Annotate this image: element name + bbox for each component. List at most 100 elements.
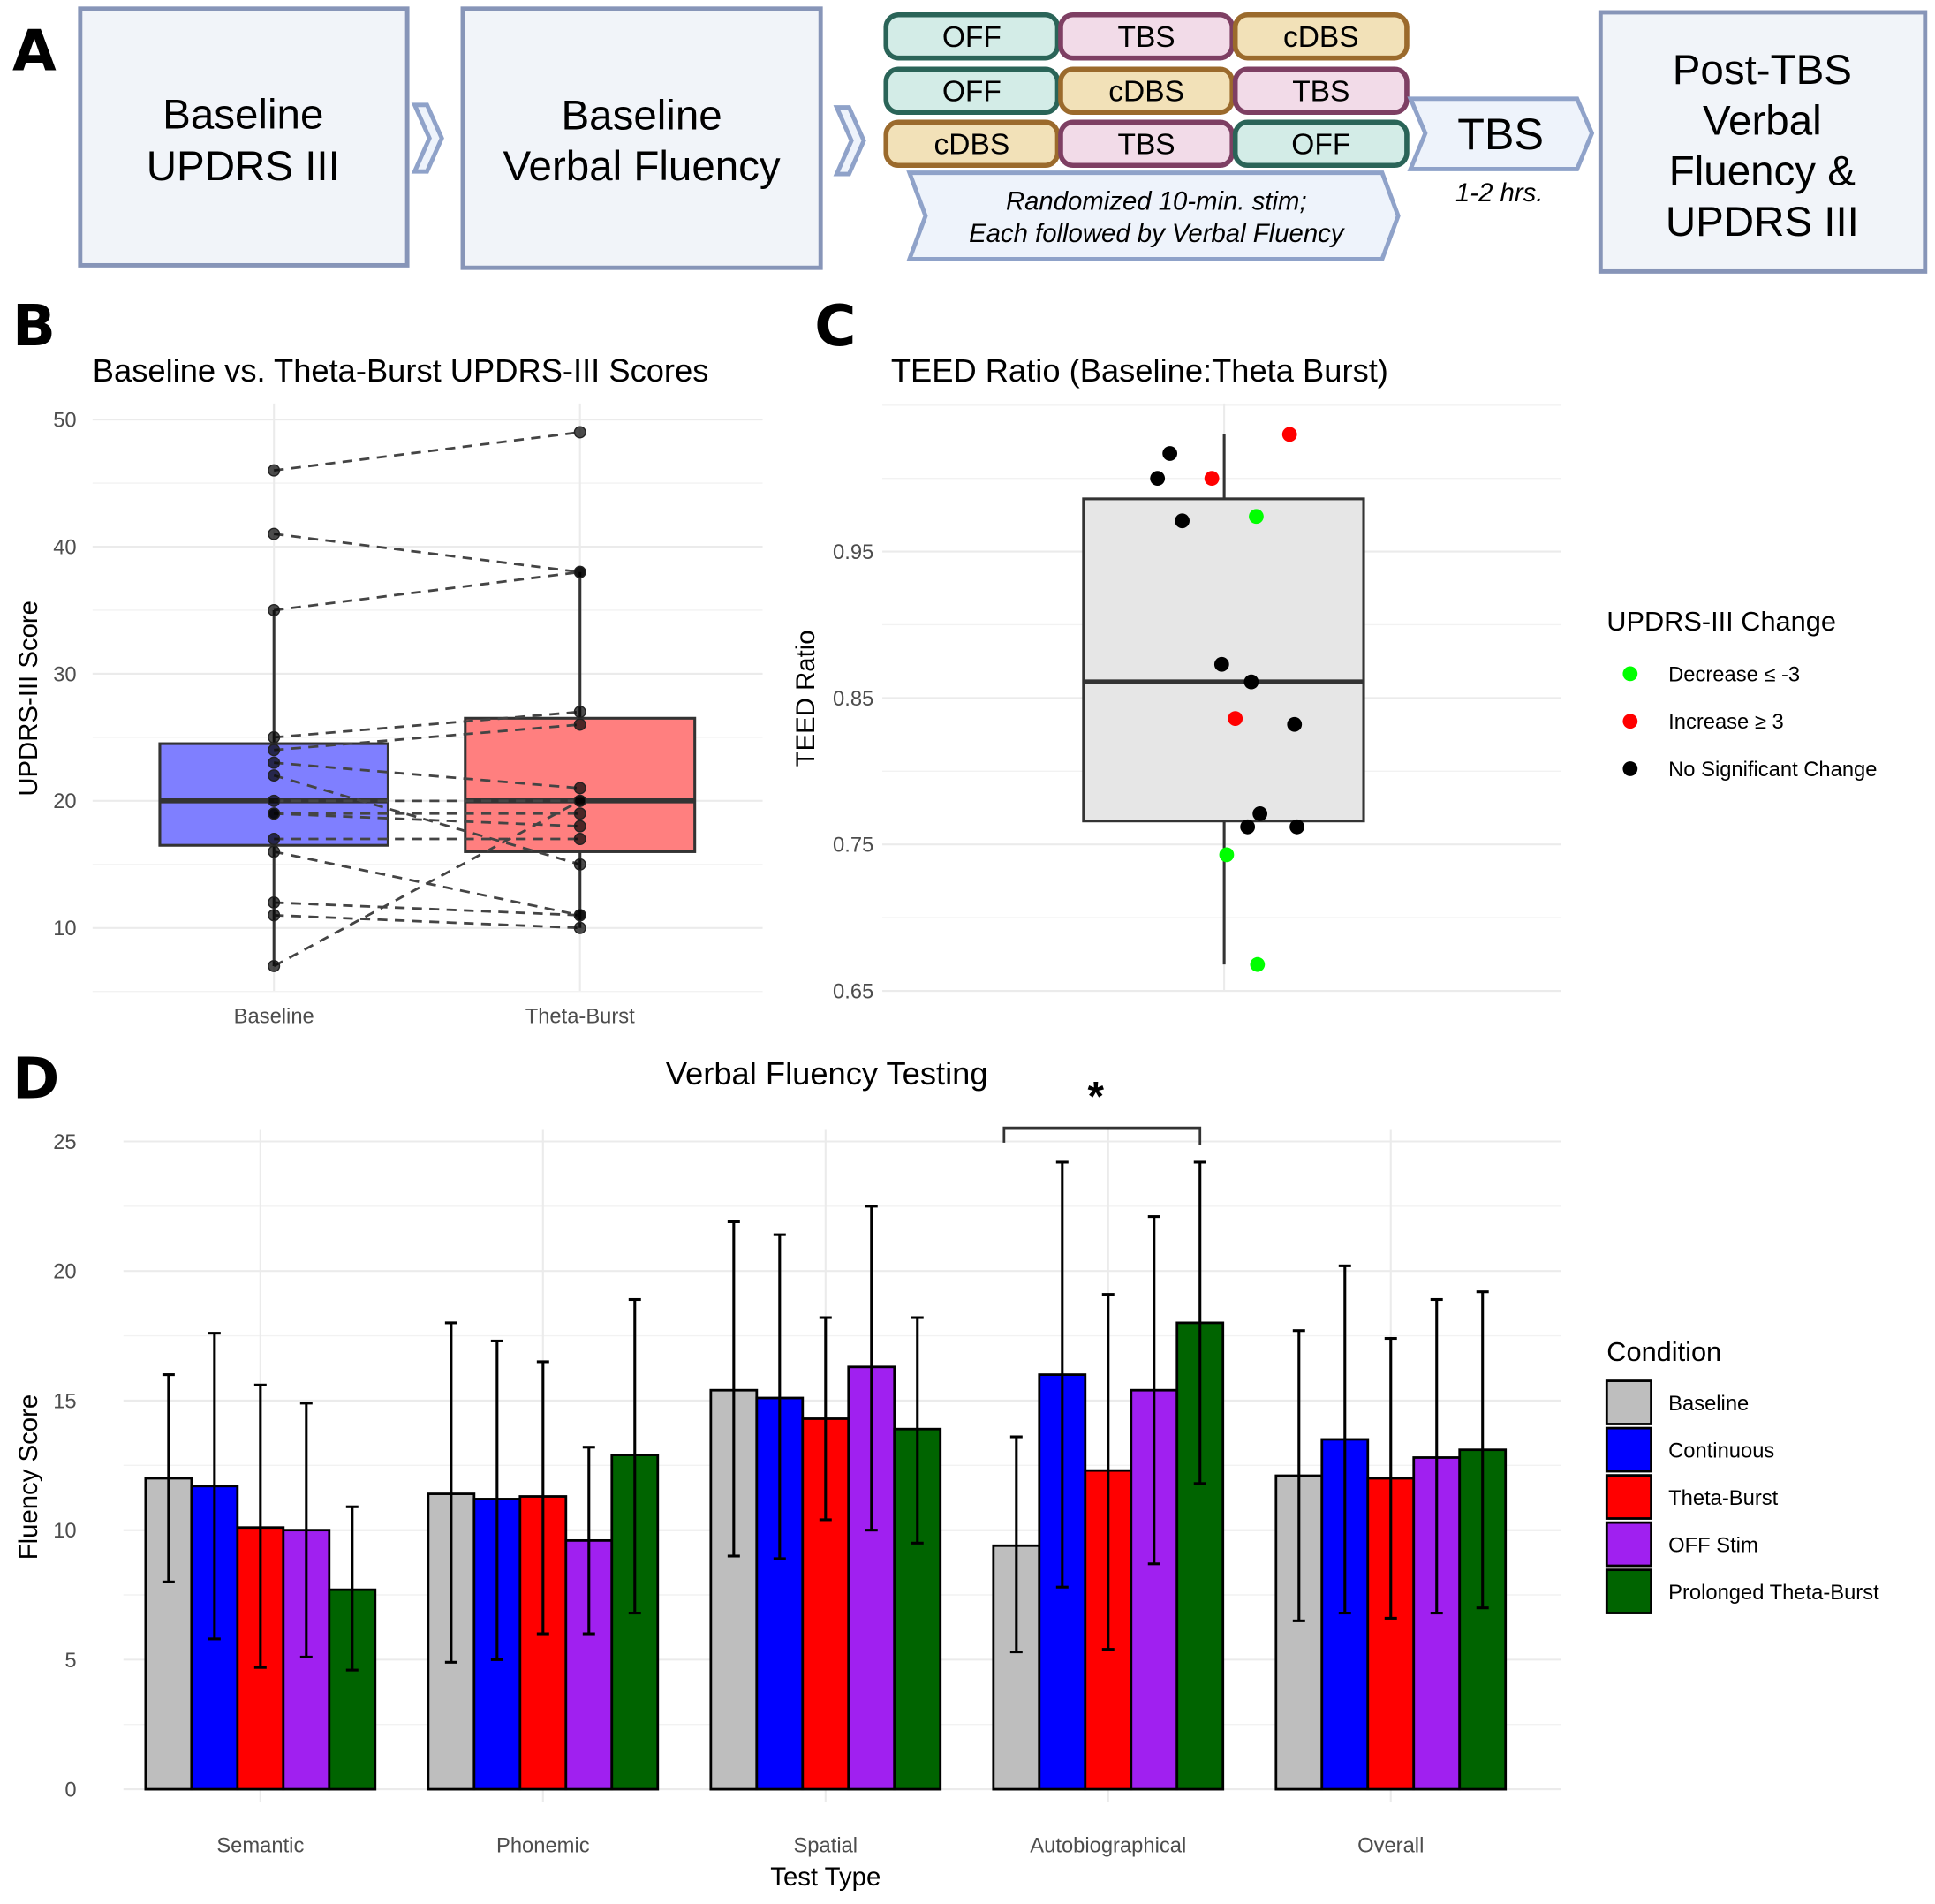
chart-d-title: Verbal Fluency Testing <box>666 1055 988 1092</box>
chart-c-legend-title: UPDRS-III Change <box>1606 606 1836 637</box>
data-point-baseline <box>268 909 281 922</box>
teed-data-point <box>1150 471 1166 487</box>
x-tick-label: Phonemic <box>496 1833 590 1857</box>
stim-pill-label: cDBS <box>934 129 1010 162</box>
step-baseline-updrs-line2: UPDRS III <box>147 143 340 190</box>
x-tick-label: Theta-Burst <box>525 1004 635 1028</box>
y-tick-label: 0.75 <box>833 834 873 858</box>
randomized-stim-grid: OFF TBS cDBS OFF cDBS TBS cDBS TBS OFF <box>883 11 1410 169</box>
paired-line <box>274 570 580 612</box>
step-baseline-fluency-line1: Baseline <box>561 93 722 140</box>
legend-label: Theta-Burst <box>1668 1486 1778 1510</box>
data-point-theta-burst <box>573 426 586 439</box>
stim-pill-label: OFF <box>942 21 1002 54</box>
x-tick-label: Spatial <box>793 1833 858 1857</box>
step-baseline-updrs-line1: Baseline <box>163 91 323 138</box>
chart-d-y-axis-title: Fluency Score <box>14 1394 43 1560</box>
stim-pill-label: TBS <box>1292 76 1349 109</box>
randomized-note-arrow <box>906 170 1401 261</box>
teed-data-point <box>1175 513 1190 529</box>
x-tick-label: Overall <box>1357 1833 1424 1857</box>
teed-data-point <box>1213 656 1229 672</box>
data-point-baseline <box>268 603 281 616</box>
chart-c-legend: Decrease ≤ -3 Increase ≥ 3 No Significant … <box>1622 662 1877 782</box>
panel-label-d: D <box>12 1046 59 1113</box>
stim-pill-off <box>883 11 1061 61</box>
panel-label-a: A <box>12 19 57 85</box>
y-tick-label: 15 <box>53 1389 76 1413</box>
chart-b-plot: 10 20 30 40 50 Baseline Theta-Burst <box>53 403 763 1028</box>
data-point-baseline <box>268 807 281 820</box>
chevron-arrow-icon <box>411 102 444 174</box>
panel-c: C TEED Ratio (Baseline:Theta Burst) TEED… <box>791 293 1877 1003</box>
chart-c-plot: 0.65 0.75 0.85 0.95 <box>833 403 1561 1003</box>
tbs-step-arrow <box>1407 96 1595 171</box>
teed-data-point <box>1228 711 1243 726</box>
paired-line <box>273 774 581 866</box>
legend-swatch <box>1622 666 1638 682</box>
teed-data-point <box>1250 956 1266 972</box>
step-post-tbs-line1: Post-TBS <box>1673 47 1852 94</box>
y-tick-label: 10 <box>53 917 76 941</box>
data-point-baseline <box>268 794 281 807</box>
teed-data-point <box>1243 674 1259 690</box>
tbs-step-label: TBS <box>1457 109 1544 159</box>
chart-b-y-axis-title: UPDRS-III Score <box>14 601 43 797</box>
legend-swatch <box>1622 714 1638 729</box>
y-tick-label: 5 <box>64 1649 76 1673</box>
y-tick-label: 0 <box>64 1778 76 1802</box>
legend-label: Prolonged Theta-Burst <box>1668 1581 1879 1605</box>
paired-line <box>273 799 581 968</box>
y-tick-label: 50 <box>53 408 76 432</box>
x-tick-label: Semantic <box>216 1833 304 1857</box>
data-point-theta-burst <box>573 858 586 871</box>
y-tick-label: 0.95 <box>833 540 873 564</box>
step-post-tbs-line3: Fluency & <box>1669 148 1856 195</box>
y-tick-label: 0.85 <box>833 687 873 711</box>
legend-swatch <box>1605 1426 1652 1473</box>
step-baseline-fluency-line2: Verbal Fluency <box>503 143 780 190</box>
y-tick-label: 40 <box>53 535 76 559</box>
paired-line <box>274 913 580 930</box>
panel-d: D Verbal Fluency Testing Fluency Score T… <box>12 1046 1879 1892</box>
panel-label-b: B <box>12 293 56 359</box>
stim-pill-tbs <box>1058 11 1235 61</box>
data-point-baseline <box>268 833 281 846</box>
paired-line <box>274 533 580 574</box>
step-post-tbs-box <box>1598 10 1928 274</box>
data-point-baseline <box>268 464 281 477</box>
legend-label: OFF Stim <box>1668 1534 1758 1558</box>
chart-d-legend: Baseline Continuous Theta-Burst OFF Stim Pro… <box>1605 1379 1879 1614</box>
chart-d-plot: 0 5 10 15 20 25 Semantic Phonemic Spatial Autobio… <box>53 1074 1561 1857</box>
chevron-arrow-icon <box>833 105 866 177</box>
data-point-theta-burst <box>573 833 586 846</box>
step-baseline-updrs-box <box>78 6 410 268</box>
y-tick-label: 10 <box>53 1519 76 1543</box>
teed-data-point <box>1204 471 1220 487</box>
data-point-theta-burst <box>573 794 586 807</box>
x-tick-label: Autobiographical <box>1030 1833 1186 1857</box>
step-baseline-fluency-box <box>460 6 823 270</box>
panel-label-c: C <box>814 293 856 359</box>
data-point-theta-burst <box>573 820 586 833</box>
significance-bracket <box>1002 1126 1202 1145</box>
randomized-note-line1: Randomized 10-min. stim; <box>1006 187 1307 216</box>
stim-pill-cdbs <box>883 119 1061 169</box>
stim-pill-label: TBS <box>1117 21 1175 54</box>
step-post-tbs-line2: Verbal <box>1703 97 1822 144</box>
data-point-baseline <box>268 744 281 757</box>
data-point-theta-burst <box>573 921 586 934</box>
teed-data-point <box>1289 819 1304 835</box>
stim-pill-cdbs <box>1232 11 1410 61</box>
legend-label: Baseline <box>1668 1392 1749 1416</box>
legend-swatch <box>1605 1521 1652 1568</box>
y-tick-label: 0.65 <box>833 979 873 1003</box>
data-point-baseline <box>268 527 281 540</box>
stim-pill-label: cDBS <box>1283 21 1359 54</box>
significance-star: * <box>1088 1074 1105 1121</box>
x-tick-label: Baseline <box>234 1004 314 1028</box>
data-point-theta-burst <box>573 782 586 795</box>
teed-data-point <box>1249 509 1264 525</box>
teed-data-point <box>1240 819 1256 835</box>
stim-pill-label: TBS <box>1117 129 1175 162</box>
